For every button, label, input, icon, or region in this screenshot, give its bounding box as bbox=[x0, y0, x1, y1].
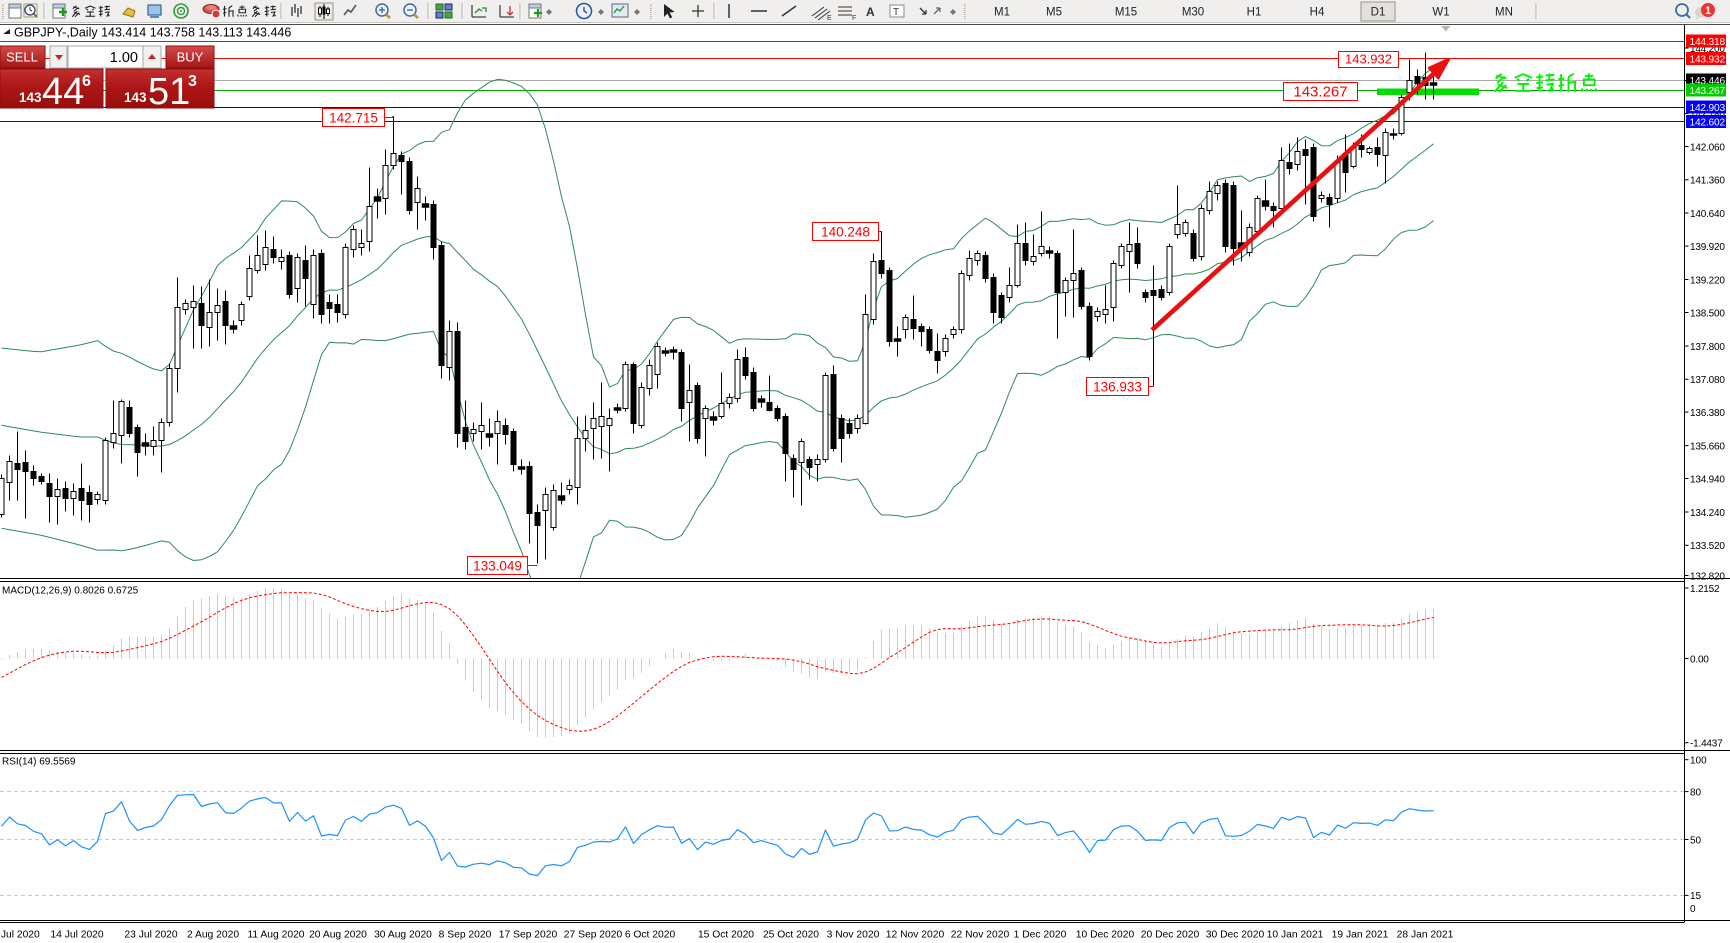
svg-text:0.00: 0.00 bbox=[1690, 654, 1709, 665]
svg-text:28 Jan 2021: 28 Jan 2021 bbox=[1397, 930, 1454, 941]
svg-text:D1: D1 bbox=[1371, 7, 1386, 19]
svg-text:143: 143 bbox=[124, 90, 147, 105]
svg-text:M5: M5 bbox=[1046, 7, 1062, 19]
svg-text:1.2152: 1.2152 bbox=[1690, 584, 1720, 595]
svg-text:MN: MN bbox=[1495, 7, 1513, 19]
svg-text:M30: M30 bbox=[1182, 7, 1204, 19]
svg-text:139.220: 139.220 bbox=[1690, 275, 1725, 286]
svg-text:M1: M1 bbox=[994, 7, 1010, 19]
svg-text:H1: H1 bbox=[1247, 7, 1262, 19]
svg-text:23 Jul 2020: 23 Jul 2020 bbox=[124, 930, 178, 941]
svg-text:M15: M15 bbox=[1115, 7, 1137, 19]
svg-text:SELL: SELL bbox=[6, 50, 38, 65]
svg-text:RSI(14) 69.5569: RSI(14) 69.5569 bbox=[2, 757, 76, 768]
svg-text:GBPJPY-,Daily 143.414 143.758: GBPJPY-,Daily 143.414 143.758 143.113 14… bbox=[14, 26, 291, 40]
svg-text:143.932: 143.932 bbox=[1345, 52, 1392, 67]
svg-text:F: F bbox=[852, 15, 856, 22]
svg-text:141.360: 141.360 bbox=[1690, 176, 1725, 187]
svg-text:1.00: 1.00 bbox=[110, 50, 138, 66]
svg-text:144.200: 144.200 bbox=[1690, 44, 1725, 55]
svg-text:142.060: 142.060 bbox=[1690, 142, 1725, 153]
svg-text:20 Aug 2020: 20 Aug 2020 bbox=[309, 930, 367, 941]
svg-text:17 Sep 2020: 17 Sep 2020 bbox=[499, 930, 558, 941]
svg-text:3 Nov 2020: 3 Nov 2020 bbox=[827, 930, 880, 941]
svg-text:138.500: 138.500 bbox=[1690, 308, 1725, 319]
svg-text:22 Nov 2020: 22 Nov 2020 bbox=[951, 930, 1010, 941]
svg-text:136.380: 136.380 bbox=[1690, 408, 1725, 419]
svg-text:142.903: 142.903 bbox=[1690, 103, 1726, 114]
svg-text:12 Nov 2020: 12 Nov 2020 bbox=[886, 930, 945, 941]
svg-text:134.940: 134.940 bbox=[1690, 474, 1725, 485]
svg-text:11 Aug 2020: 11 Aug 2020 bbox=[247, 930, 304, 941]
svg-text:143: 143 bbox=[19, 90, 42, 105]
svg-text:139.920: 139.920 bbox=[1690, 242, 1725, 253]
svg-text:-1.4437: -1.4437 bbox=[1690, 739, 1723, 750]
svg-text:19 Jan 2021: 19 Jan 2021 bbox=[1332, 930, 1389, 941]
svg-text:5 Jul 2020: 5 Jul 2020 bbox=[0, 930, 40, 941]
svg-text:143.446: 143.446 bbox=[1690, 76, 1726, 87]
svg-text:10 Dec 2020: 10 Dec 2020 bbox=[1076, 930, 1135, 941]
svg-text:3: 3 bbox=[188, 73, 197, 90]
svg-text:143.932: 143.932 bbox=[1690, 55, 1726, 66]
svg-text:27 Sep 2020: 27 Sep 2020 bbox=[564, 930, 623, 941]
svg-text:6 Oct 2020: 6 Oct 2020 bbox=[625, 930, 676, 941]
svg-text:144.318: 144.318 bbox=[1690, 37, 1726, 48]
svg-text:51: 51 bbox=[148, 71, 190, 113]
svg-text:133.520: 133.520 bbox=[1690, 541, 1725, 552]
svg-text:20 Dec 2020: 20 Dec 2020 bbox=[1141, 930, 1200, 941]
svg-text:140.640: 140.640 bbox=[1690, 209, 1725, 220]
svg-text:14 Jul 2020: 14 Jul 2020 bbox=[50, 930, 104, 941]
svg-text:135.660: 135.660 bbox=[1690, 441, 1725, 452]
svg-text:136.933: 136.933 bbox=[1093, 380, 1142, 395]
svg-text:80: 80 bbox=[1690, 787, 1702, 798]
svg-text:50: 50 bbox=[1690, 835, 1702, 846]
svg-text:100: 100 bbox=[1690, 756, 1707, 767]
svg-text:E: E bbox=[827, 15, 832, 22]
svg-text:134.240: 134.240 bbox=[1690, 508, 1725, 519]
svg-text:A: A bbox=[866, 5, 875, 19]
svg-text:10 Jan 2021: 10 Jan 2021 bbox=[1267, 930, 1324, 941]
svg-text:0: 0 bbox=[1690, 904, 1696, 915]
svg-text:MACD(12,26,9) 0.8026 0.6725: MACD(12,26,9) 0.8026 0.6725 bbox=[2, 586, 139, 597]
svg-text:1 Dec 2020: 1 Dec 2020 bbox=[1014, 930, 1067, 941]
svg-text:8 Sep 2020: 8 Sep 2020 bbox=[439, 930, 492, 941]
svg-text:132.820: 132.820 bbox=[1690, 571, 1725, 582]
svg-text:142.780: 142.780 bbox=[1690, 109, 1725, 120]
svg-text:143.267: 143.267 bbox=[1293, 84, 1347, 101]
svg-text:H4: H4 bbox=[1310, 7, 1325, 19]
svg-text:140.248: 140.248 bbox=[821, 225, 870, 240]
svg-text:2 Aug 2020: 2 Aug 2020 bbox=[187, 930, 239, 941]
svg-text:137.080: 137.080 bbox=[1690, 375, 1725, 386]
svg-text:1: 1 bbox=[1705, 5, 1711, 17]
svg-text:6: 6 bbox=[82, 73, 91, 90]
svg-text:15: 15 bbox=[1690, 891, 1702, 902]
svg-text:BUY: BUY bbox=[177, 50, 204, 65]
svg-text:W1: W1 bbox=[1432, 7, 1449, 19]
svg-text:142.715: 142.715 bbox=[329, 111, 378, 126]
svg-text:44: 44 bbox=[42, 71, 84, 113]
svg-text:25 Oct 2020: 25 Oct 2020 bbox=[763, 930, 819, 941]
svg-text:30 Dec 2020: 30 Dec 2020 bbox=[1206, 930, 1265, 941]
svg-text:133.049: 133.049 bbox=[473, 559, 522, 574]
svg-text:143.267: 143.267 bbox=[1690, 86, 1726, 97]
svg-text:142.602: 142.602 bbox=[1690, 118, 1726, 129]
svg-text:30 Aug 2020: 30 Aug 2020 bbox=[374, 930, 432, 941]
svg-text:T: T bbox=[893, 7, 899, 18]
svg-text:15 Oct 2020: 15 Oct 2020 bbox=[698, 930, 754, 941]
svg-text:137.800: 137.800 bbox=[1690, 342, 1725, 353]
